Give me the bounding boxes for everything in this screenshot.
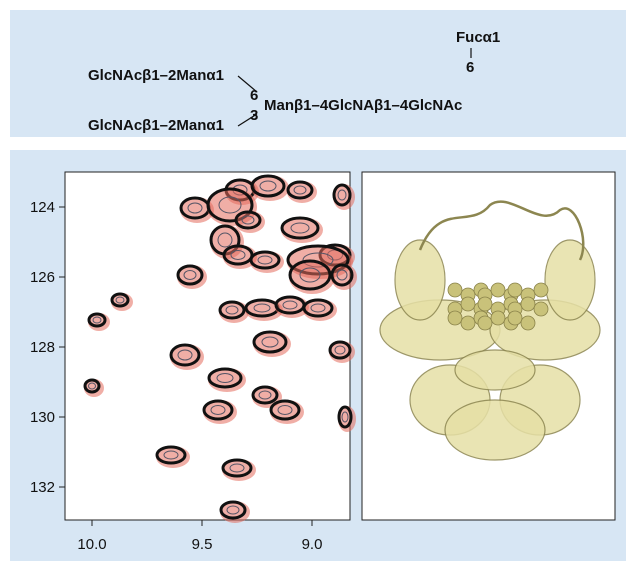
glycan-sphere: [521, 316, 535, 330]
glycan-sphere: [448, 283, 462, 297]
y-tick-label: 128: [30, 339, 55, 356]
x-tick-label: 9.0: [302, 536, 323, 553]
ribbon: [445, 400, 545, 460]
glycan-core: Manβ1–4GlcNAβ1–4GlcNAc: [264, 97, 462, 114]
glycan-sphere: [521, 297, 535, 311]
glycan-sphere: [478, 316, 492, 330]
linkage: 6: [250, 87, 258, 104]
glycan-branch: GlcNAcβ1–2Manα1: [88, 117, 224, 134]
ribbon: [545, 240, 595, 320]
glycan-sphere: [508, 283, 522, 297]
y-tick-label: 126: [30, 269, 55, 286]
page: {"glycan": {"branch_upper": "GlcNAcβ1–2M…: [0, 0, 636, 561]
glycan-sphere: [461, 316, 475, 330]
y-tick-label: 132: [30, 479, 55, 496]
glycan-branch: GlcNAcβ1–2Manα1: [88, 67, 224, 84]
glycan-sphere: [534, 283, 548, 297]
linkage: 3: [250, 107, 258, 124]
ribbon: [395, 240, 445, 320]
glycan-sphere: [508, 311, 522, 325]
glycan-sphere: [478, 297, 492, 311]
glycan-sphere: [448, 311, 462, 325]
glycan-sphere: [491, 311, 505, 325]
glycan-sphere: [461, 297, 475, 311]
glycan-sphere: [491, 283, 505, 297]
y-tick-label: 130: [30, 409, 55, 426]
figure: GlcNAcβ1–2Manα1 GlcNAcβ1–2Manα1 6 3 Manβ…: [0, 0, 636, 561]
glycan-sphere: [534, 302, 548, 316]
fucose: Fucα1: [456, 29, 500, 46]
x-tick-label: 9.5: [192, 536, 213, 553]
x-tick-label: 10.0: [77, 536, 106, 553]
linkage: 6: [466, 59, 474, 76]
y-tick-label: 124: [30, 199, 55, 216]
ribbon: [455, 350, 535, 390]
